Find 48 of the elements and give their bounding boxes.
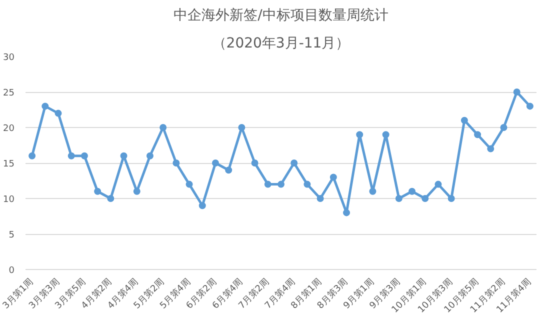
point [304,180,311,188]
point [251,160,258,166]
point [264,180,272,188]
y-tick-label: 5 [8,230,15,240]
point [513,88,520,96]
point [68,152,75,160]
point [146,152,154,160]
point [356,131,364,138]
point [238,124,246,131]
point [330,174,337,181]
point [172,160,180,166]
y-tick-label: 0 [8,266,15,276]
point [434,180,442,188]
point [474,131,482,138]
y-tick-label: 20 [3,124,15,134]
y-tick-label: 15 [3,160,14,170]
point [278,180,284,188]
y-tick-label: 25 [3,88,14,98]
chart-title: 中企海外新签/中标项目数量周统计 [174,8,388,24]
point [369,188,376,195]
y-tick-label: 30 [3,53,15,63]
y-tick-label: 10 [3,195,15,205]
point [160,124,167,131]
point [500,124,508,131]
point [186,180,193,188]
point [448,195,455,202]
point [395,195,402,202]
point [94,188,102,195]
point [382,131,390,138]
point [487,145,494,152]
point [54,110,62,117]
point [343,209,350,216]
point [316,195,324,202]
point [408,188,416,195]
point [212,160,219,166]
point [80,152,88,160]
point [107,195,114,202]
point [133,188,140,195]
point [422,195,429,202]
point [28,152,36,160]
point [42,102,49,110]
point [290,160,298,166]
point [460,116,468,124]
chart-subtitle: （2020年3月-11月） [212,36,350,52]
point [225,166,232,174]
point [526,102,534,110]
point [198,202,206,210]
point [120,152,128,160]
